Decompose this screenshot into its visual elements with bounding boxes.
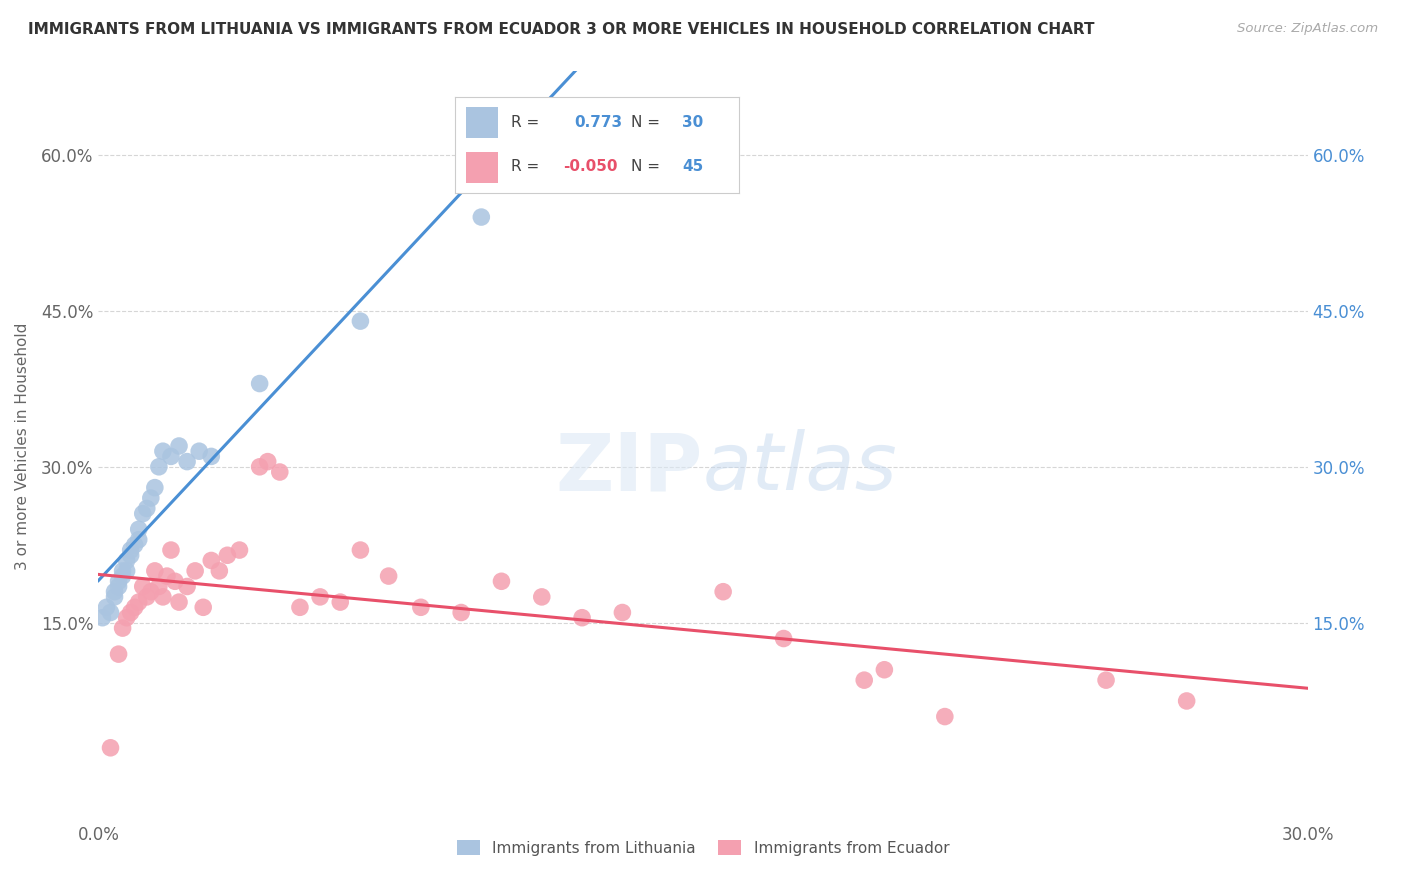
Point bbox=[124, 538, 146, 552]
Point bbox=[120, 606, 142, 620]
Point bbox=[148, 459, 170, 474]
Point bbox=[128, 533, 150, 547]
Point bbox=[163, 574, 186, 589]
Point bbox=[208, 564, 231, 578]
Point bbox=[132, 580, 155, 594]
Point bbox=[269, 465, 291, 479]
Point bbox=[228, 543, 250, 558]
Point bbox=[711, 584, 734, 599]
Point bbox=[120, 548, 142, 563]
Point bbox=[349, 543, 371, 558]
Point bbox=[184, 564, 207, 578]
Point bbox=[160, 543, 183, 558]
Point bbox=[111, 569, 134, 583]
Point bbox=[120, 543, 142, 558]
Point bbox=[256, 455, 278, 469]
Point bbox=[156, 569, 179, 583]
Point bbox=[530, 590, 553, 604]
Point bbox=[188, 444, 211, 458]
Point bbox=[1175, 694, 1198, 708]
Y-axis label: 3 or more Vehicles in Household: 3 or more Vehicles in Household bbox=[15, 322, 30, 570]
Point bbox=[200, 553, 222, 567]
Point bbox=[111, 621, 134, 635]
Point bbox=[176, 580, 198, 594]
Point bbox=[200, 450, 222, 464]
Point bbox=[91, 611, 114, 625]
Point bbox=[107, 647, 129, 661]
Point bbox=[249, 376, 271, 391]
Point bbox=[1095, 673, 1118, 688]
Point bbox=[193, 600, 215, 615]
Point bbox=[139, 584, 162, 599]
Text: ZIP: ZIP bbox=[555, 429, 703, 508]
Point bbox=[349, 314, 371, 328]
Point bbox=[934, 709, 956, 723]
Text: IMMIGRANTS FROM LITHUANIA VS IMMIGRANTS FROM ECUADOR 3 OR MORE VEHICLES IN HOUSE: IMMIGRANTS FROM LITHUANIA VS IMMIGRANTS … bbox=[28, 22, 1095, 37]
Point bbox=[249, 459, 271, 474]
Point bbox=[160, 450, 183, 464]
Point bbox=[491, 574, 513, 589]
Point bbox=[217, 548, 239, 563]
Point bbox=[470, 210, 492, 224]
Point bbox=[853, 673, 876, 688]
Point bbox=[100, 740, 122, 755]
Point bbox=[409, 600, 432, 615]
Point bbox=[124, 600, 146, 615]
Point bbox=[135, 590, 157, 604]
Point bbox=[135, 501, 157, 516]
Point bbox=[288, 600, 311, 615]
Text: atlas: atlas bbox=[703, 429, 898, 508]
Point bbox=[873, 663, 896, 677]
Point bbox=[132, 507, 155, 521]
Point bbox=[377, 569, 399, 583]
Point bbox=[115, 611, 138, 625]
Point bbox=[143, 481, 166, 495]
Point bbox=[107, 574, 129, 589]
Point bbox=[96, 600, 118, 615]
Point bbox=[167, 595, 190, 609]
Point bbox=[103, 584, 125, 599]
Point bbox=[309, 590, 332, 604]
Point bbox=[176, 455, 198, 469]
Legend: Immigrants from Lithuania, Immigrants from Ecuador: Immigrants from Lithuania, Immigrants fr… bbox=[451, 833, 955, 862]
Point bbox=[148, 580, 170, 594]
Point bbox=[128, 522, 150, 536]
Point bbox=[152, 444, 174, 458]
Point bbox=[152, 590, 174, 604]
Point bbox=[571, 611, 593, 625]
Point bbox=[329, 595, 352, 609]
Point bbox=[100, 606, 122, 620]
Point bbox=[115, 553, 138, 567]
Point bbox=[772, 632, 794, 646]
Point bbox=[450, 606, 472, 620]
Point bbox=[167, 439, 190, 453]
Point bbox=[107, 580, 129, 594]
Point bbox=[111, 564, 134, 578]
Point bbox=[103, 590, 125, 604]
Point bbox=[139, 491, 162, 505]
Text: Source: ZipAtlas.com: Source: ZipAtlas.com bbox=[1237, 22, 1378, 36]
Point bbox=[128, 595, 150, 609]
Point bbox=[143, 564, 166, 578]
Point bbox=[612, 606, 634, 620]
Point bbox=[115, 564, 138, 578]
